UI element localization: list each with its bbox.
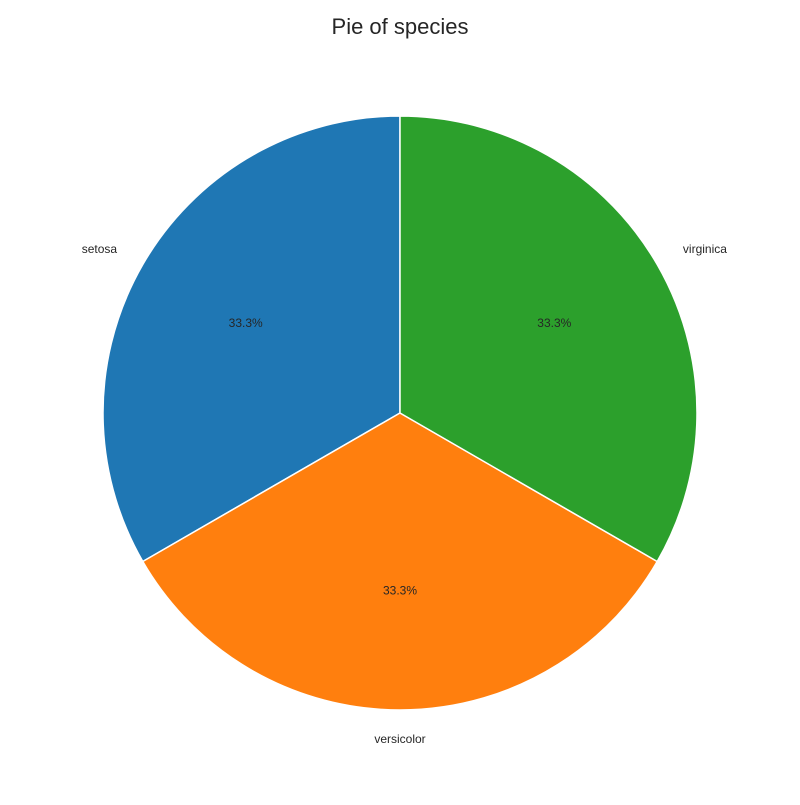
- slice-label-setosa: setosa: [82, 242, 118, 256]
- pie-slices: [102, 115, 698, 711]
- slice-label-virginica: virginica: [683, 242, 727, 256]
- percent-label-versicolor: 33.3%: [383, 583, 417, 597]
- pie-slice-setosa: [102, 115, 401, 563]
- chart-title: Pie of species: [332, 14, 469, 39]
- pie-slice-virginica: [399, 115, 698, 563]
- slice-label-versicolor: versicolor: [374, 732, 425, 746]
- percent-label-setosa: 33.3%: [229, 316, 263, 330]
- pie-labels: setosa 33.3% versicolor 33.3% virginica 33.3%: [82, 242, 728, 746]
- percent-label-virginica: 33.3%: [537, 316, 571, 330]
